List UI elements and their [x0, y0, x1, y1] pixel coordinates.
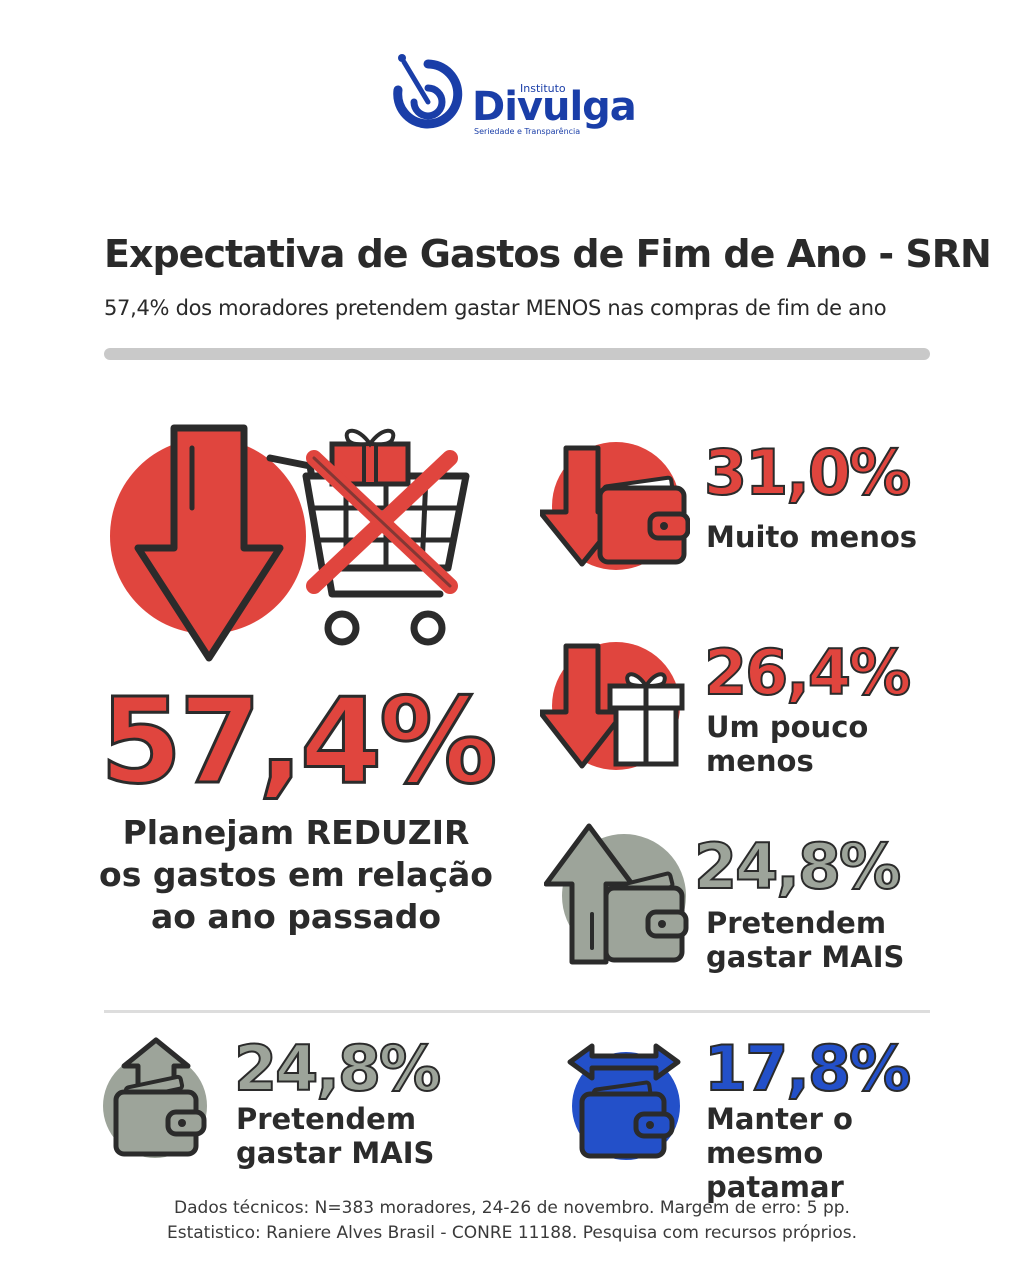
main-stat-description: Planejam REDUZIR os gastos em relação ao… — [99, 813, 493, 936]
stat-5-label: Manter o mesmo patamar — [706, 1102, 853, 1204]
arrow-down-cart-cross-icon — [110, 424, 470, 662]
page-title: Expectativa de Gastos de Fim de Ano - SR… — [104, 232, 992, 276]
stat-1-label: Muito menos — [706, 520, 918, 554]
stat-2-value: 26,4% — [703, 635, 912, 710]
stat-4-label: Pretendem gastar MAIS — [236, 1102, 435, 1170]
section-divider — [104, 1010, 930, 1013]
logo-name: Divulga — [472, 84, 637, 130]
stat-1-value: 31,0% — [703, 435, 912, 510]
logo-instituto-text: Instituto — [520, 82, 566, 95]
arrow-up-wallet-icon — [103, 1037, 207, 1158]
arrows-horizontal-wallet-icon — [567, 1043, 681, 1160]
divulga-logo-icon — [393, 54, 463, 129]
arrow-down-gift-icon — [540, 642, 685, 770]
logo-tagline: Seriedade e Transparência — [474, 127, 581, 136]
footer-line-1: Dados técnicos: N=383 moradores, 24-26 d… — [174, 1198, 850, 1218]
technical-footer: Dados técnicos: N=383 moradores, 24-26 d… — [60, 1196, 964, 1246]
arrow-up-wallet-icon — [544, 823, 689, 965]
header-divider — [104, 348, 930, 360]
stat-4-value: 24,8% — [233, 1031, 442, 1106]
main-stat-value: 57,4% — [98, 671, 498, 812]
stat-3-label: Pretendem gastar MAIS — [706, 906, 905, 974]
stat-2-label: Um pouco menos — [706, 710, 869, 778]
page-subtitle: 57,4% dos moradores pretendem gastar MEN… — [104, 296, 887, 320]
stat-3-value: 24,8% — [693, 829, 902, 904]
stat-5-value: 17,8% — [703, 1031, 912, 1106]
arrow-down-wallet-icon — [540, 442, 690, 570]
footer-line-2: Estatistico: Raniere Alves Brasil - CONR… — [166, 1223, 858, 1243]
